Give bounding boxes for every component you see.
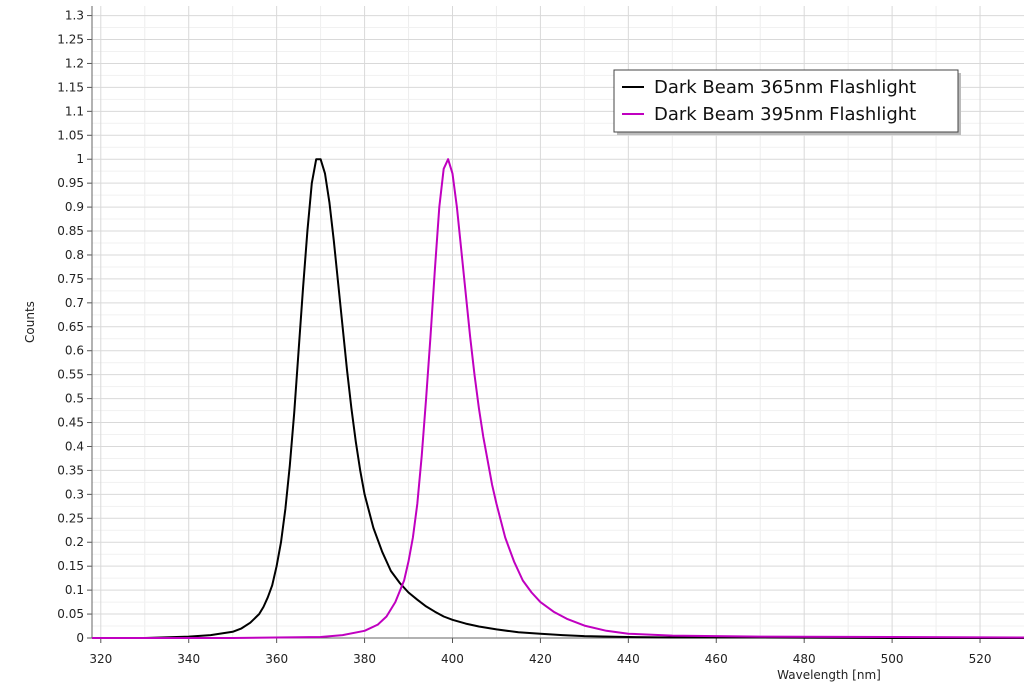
y-tick-label: 0.75 xyxy=(57,272,84,286)
x-tick-label: 380 xyxy=(353,652,376,666)
y-tick-label: 0.95 xyxy=(57,176,84,190)
series-line-2 xyxy=(92,158,1024,639)
y-tick-label: 1.15 xyxy=(57,80,84,94)
y-tick-label: 0.85 xyxy=(57,224,84,238)
y-tick-label: 0.8 xyxy=(65,248,84,262)
y-tick-label: 0.5 xyxy=(65,392,84,406)
x-tick-label: 320 xyxy=(89,652,112,666)
x-tick-label: 440 xyxy=(617,652,640,666)
y-tick-label: 1.05 xyxy=(57,128,84,142)
y-tick-label: 1 xyxy=(76,152,84,166)
legend-box xyxy=(613,69,959,133)
x-tick-label: 500 xyxy=(881,652,904,666)
x-tick-label: 340 xyxy=(177,652,200,666)
y-tick-label: 0.7 xyxy=(65,296,84,310)
y-tick-label: 0 xyxy=(76,631,84,645)
y-tick-label: 0.45 xyxy=(57,416,84,430)
y-axis-title: Counts xyxy=(23,301,37,343)
y-tick-label: 0.1 xyxy=(65,583,84,597)
y-tick-label: 1.3 xyxy=(65,9,84,23)
y-tick-label: 0.15 xyxy=(57,559,84,573)
series-layer xyxy=(92,158,1024,639)
x-tick-label: 480 xyxy=(793,652,816,666)
y-tick-label: 0.3 xyxy=(65,487,84,501)
y-tick-label: 0.4 xyxy=(65,439,84,453)
x-axis-title: Wavelength [nm] xyxy=(777,668,881,682)
x-tick-label: 420 xyxy=(529,652,552,666)
y-tick-label: 0.65 xyxy=(57,320,84,334)
y-tick-label: 1.25 xyxy=(57,33,84,47)
y-tick-label: 0.25 xyxy=(57,511,84,525)
y-tick-label: 0.9 xyxy=(65,200,84,214)
x-tick-label: 460 xyxy=(705,652,728,666)
x-tick-label: 360 xyxy=(265,652,288,666)
legend: Dark Beam 365nm Flashlight Dark Beam 395n… xyxy=(613,69,961,135)
x-tick-label: 400 xyxy=(441,652,464,666)
series-line-1 xyxy=(92,158,1024,639)
y-tick-label: 1.1 xyxy=(65,104,84,118)
legend-label-2: Dark Beam 395nm Flashlight xyxy=(654,104,916,125)
y-tick-label: 0.55 xyxy=(57,368,84,382)
y-tick-label: 0.6 xyxy=(65,344,84,358)
y-tick-label: 0.35 xyxy=(57,463,84,477)
y-tick-label: 1.2 xyxy=(65,56,84,70)
y-tick-label: 0.05 xyxy=(57,607,84,621)
x-tick-label: 520 xyxy=(969,652,992,666)
legend-label-1: Dark Beam 365nm Flashlight xyxy=(654,77,916,98)
y-tick-label: 0.2 xyxy=(65,535,84,549)
